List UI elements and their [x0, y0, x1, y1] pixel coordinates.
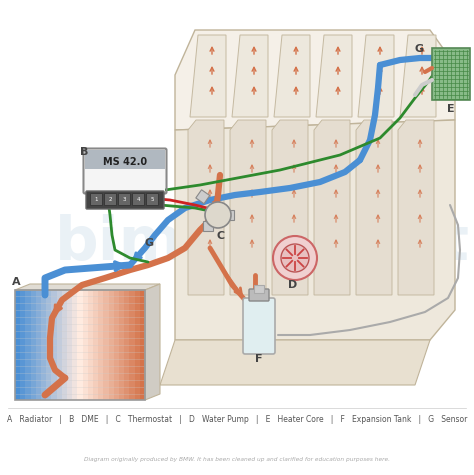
Polygon shape [272, 120, 308, 295]
Bar [129, 290, 135, 400]
Circle shape [273, 236, 317, 280]
Polygon shape [175, 120, 455, 340]
Bar [46, 290, 51, 400]
Bar [15, 290, 20, 400]
Polygon shape [145, 284, 160, 400]
FancyBboxPatch shape [146, 193, 158, 206]
Text: A: A [12, 277, 21, 287]
FancyBboxPatch shape [249, 289, 269, 301]
Circle shape [205, 202, 231, 228]
Text: G: G [415, 44, 424, 54]
Bar [67, 290, 72, 400]
FancyBboxPatch shape [91, 193, 102, 206]
Bar [109, 290, 114, 400]
Bar [20, 290, 26, 400]
FancyBboxPatch shape [85, 150, 165, 169]
Bar [62, 290, 67, 400]
Bar [135, 290, 140, 400]
Polygon shape [15, 284, 160, 290]
FancyBboxPatch shape [104, 193, 117, 206]
FancyBboxPatch shape [243, 298, 275, 354]
Text: 5: 5 [151, 197, 154, 202]
Text: 3: 3 [123, 197, 126, 202]
Bar [41, 290, 46, 400]
Polygon shape [400, 35, 436, 117]
Bar [98, 290, 103, 400]
Text: 1: 1 [95, 197, 98, 202]
Text: MS 42.0: MS 42.0 [103, 157, 147, 167]
Polygon shape [175, 30, 455, 130]
Bar [203, 221, 213, 231]
Text: 2: 2 [109, 197, 112, 202]
Bar [124, 290, 129, 400]
Text: F: F [255, 354, 263, 364]
Text: Diagram originally produced by BMW. It has been cleaned up and clarified for edu: Diagram originally produced by BMW. It h… [84, 457, 390, 463]
Text: A   Radiator   |   B   DME   |   C   Thermostat   |   D   Water Pump   |   E   H: A Radiator | B DME | C Thermostat | D Wa… [7, 416, 467, 425]
Polygon shape [188, 120, 224, 295]
Bar [72, 290, 77, 400]
Text: bimmerpost: bimmerpost [55, 214, 470, 273]
Bar [26, 290, 31, 400]
Polygon shape [314, 120, 350, 295]
Circle shape [281, 244, 309, 272]
Bar [36, 290, 41, 400]
Polygon shape [274, 35, 310, 117]
Text: E: E [447, 104, 455, 114]
Polygon shape [160, 340, 430, 385]
Polygon shape [232, 35, 268, 117]
Polygon shape [316, 35, 352, 117]
Polygon shape [190, 35, 226, 117]
FancyBboxPatch shape [85, 169, 165, 192]
Bar [82, 290, 88, 400]
Bar [15, 290, 145, 400]
Bar [140, 290, 145, 400]
Bar [51, 290, 56, 400]
Bar [103, 290, 109, 400]
FancyBboxPatch shape [133, 193, 145, 206]
Bar [31, 290, 36, 400]
Polygon shape [358, 35, 394, 117]
Text: 4: 4 [137, 197, 140, 202]
Polygon shape [230, 120, 266, 295]
Polygon shape [398, 120, 434, 295]
Bar [432, 48, 470, 100]
Bar [224, 210, 234, 220]
Bar [77, 290, 82, 400]
Bar [93, 290, 98, 400]
Bar [119, 290, 124, 400]
Bar [254, 285, 264, 293]
Bar [196, 190, 210, 204]
FancyBboxPatch shape [86, 191, 164, 209]
Text: D: D [288, 280, 298, 290]
Bar [114, 290, 119, 400]
Bar [88, 290, 93, 400]
FancyBboxPatch shape [118, 193, 130, 206]
Text: B: B [80, 147, 88, 157]
Text: C: C [217, 231, 225, 241]
Polygon shape [356, 120, 392, 295]
Text: G: G [145, 238, 154, 248]
Bar [56, 290, 62, 400]
